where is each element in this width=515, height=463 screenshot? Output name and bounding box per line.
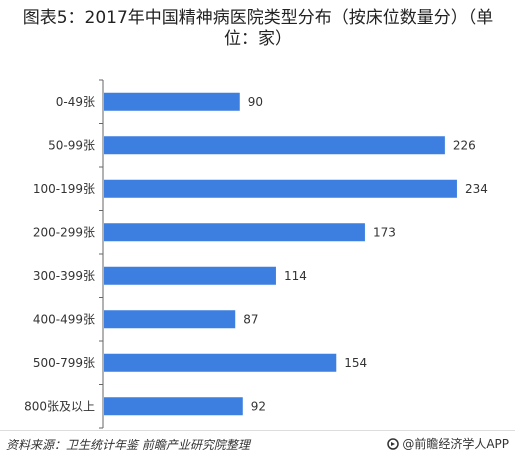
data-label: 114 xyxy=(284,269,307,283)
bar xyxy=(104,353,337,372)
brand-logo-icon xyxy=(387,437,400,450)
bar xyxy=(104,136,445,155)
data-label: 154 xyxy=(344,356,367,370)
bar xyxy=(104,223,365,242)
source-note: 资料来源：卫生统计年鉴 前瞻产业研究院整理 xyxy=(6,438,250,452)
brand-text: @前瞻经济学人APP xyxy=(402,437,509,451)
data-label: 90 xyxy=(248,95,263,109)
chart-title: 图表5：2017年中国精神病医院类型分布（按床位数量分）（单 位：家） xyxy=(8,8,508,50)
chart-title-line-1: 图表5：2017年中国精神病医院类型分布（按床位数量分）（单 xyxy=(22,8,494,28)
category-label: 500-799张 xyxy=(33,356,95,370)
data-label: 234 xyxy=(465,182,488,196)
data-label: 226 xyxy=(453,138,476,152)
data-label: 87 xyxy=(243,312,258,326)
footer-divider xyxy=(0,430,515,431)
chart-title-line-2: 位：家） xyxy=(224,29,292,49)
category-label: 800张及以上 xyxy=(24,399,95,413)
bar xyxy=(104,397,243,416)
data-label: 92 xyxy=(251,399,266,413)
bar xyxy=(104,266,276,285)
category-label: 100-199张 xyxy=(33,182,95,196)
bar xyxy=(104,92,240,111)
data-label: 173 xyxy=(373,225,396,239)
category-label: 50-99张 xyxy=(48,138,95,152)
category-label: 400-499张 xyxy=(33,312,95,326)
bar xyxy=(104,310,236,329)
category-label: 200-299张 xyxy=(33,225,95,239)
bar xyxy=(104,179,457,198)
plot-area: 0-49张 90 50-99张 226 100-199张 234 200-299张 173 30… xyxy=(24,79,488,429)
brand-credit: @前瞻经济学人APP xyxy=(387,435,509,452)
category-label: 0-49张 xyxy=(56,95,95,109)
category-label: 300-399张 xyxy=(33,269,95,283)
